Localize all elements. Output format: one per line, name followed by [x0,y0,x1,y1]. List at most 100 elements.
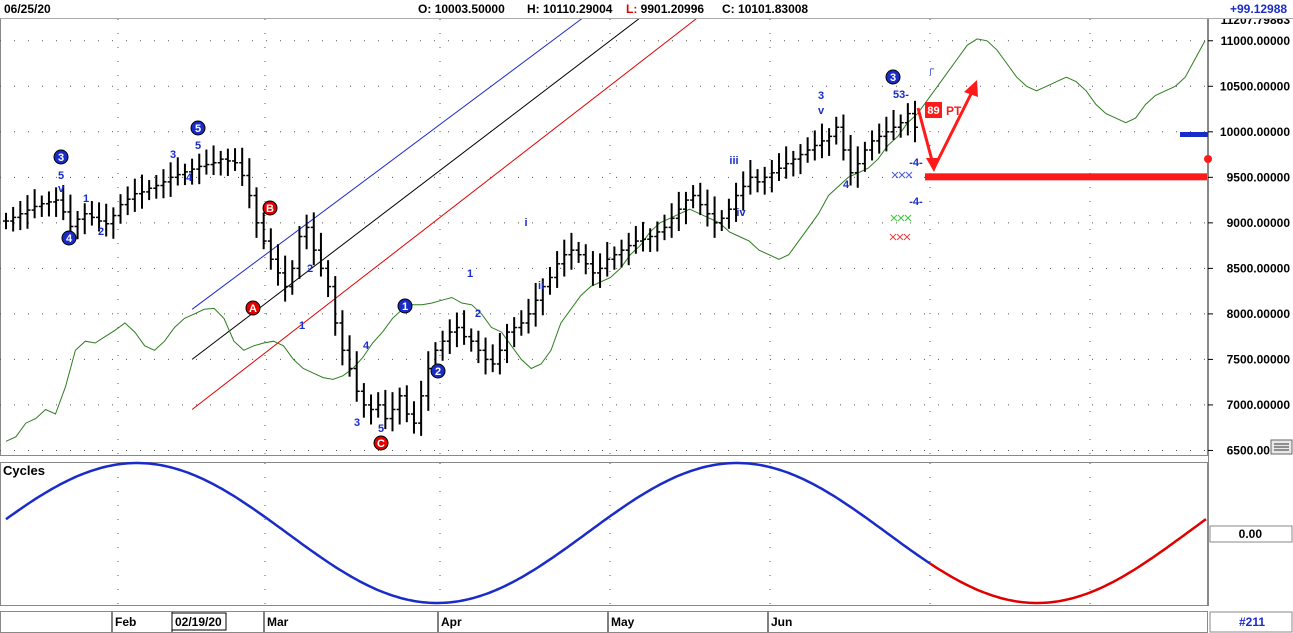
wave-label-text: 4 [186,172,193,184]
wave-label: A [245,300,261,316]
price-bar [818,123,825,159]
target-label: 89 [927,105,939,117]
wave-label-text: 3 [170,149,176,161]
corner-mark: ┌ [927,64,935,75]
price-bar [203,149,210,175]
right-edge-red-marker [1204,155,1212,163]
low-label: L: [626,2,638,16]
price-bar [60,185,67,221]
price-bar [647,228,654,252]
x-mark [898,171,906,179]
price-bar [410,401,417,434]
price-bar [718,210,725,232]
grid-dots [0,19,1207,605]
open-label: O: [418,2,432,16]
price-bar [131,178,138,212]
wave-label: v [818,105,825,117]
price-bar [711,196,718,238]
wave-label: 2 [475,308,481,320]
price-bar [682,191,689,225]
price-bar [625,232,632,266]
price-bar [325,260,332,298]
wave-label-text: v [818,105,825,117]
wave-label: 1 [467,268,473,280]
wave-label-text: 5 [378,423,384,435]
cycles-plot-area [0,462,1208,606]
price-tick-label: 8000.00000 [1227,307,1291,321]
wave-label-text: iv [736,207,746,219]
wave-circle [885,69,901,85]
price-bar [754,169,761,193]
date-tick-label: Feb [115,615,136,629]
price-bar [554,251,561,288]
price-bar [446,319,453,354]
axis-scroll-icon[interactable] [1270,439,1293,455]
price-bar [167,162,174,197]
price-bar [561,239,568,277]
date-axis-labels: Feb 02/19/20 Mar Apr May Jun [111,612,792,632]
price-bar [382,389,389,430]
price-bar [174,157,181,186]
wave-label: iv [736,207,746,219]
wave-label-text: 5 [58,170,64,182]
price-bar [217,150,224,176]
price-bar [883,116,890,152]
x-mark [890,214,898,222]
price-bar [346,335,353,377]
wave-label: 2 [307,263,313,275]
price-bar [575,241,582,263]
price-bar [110,207,117,239]
price-bar [518,310,525,336]
price-bar [869,130,876,161]
wave-label: 3 [354,417,360,429]
wave-label: 1 [299,320,305,332]
wave-label: 4 [363,340,370,352]
price-bar [697,182,704,216]
price-bar [776,153,783,181]
wave-label: 3 [885,69,901,85]
channel-middle [191,17,641,360]
price-bar [833,116,840,145]
indicator-path [5,38,1206,442]
price-bar [461,310,468,345]
wave-label: 4 [843,179,850,191]
price-bar [668,203,675,238]
price-bar [74,211,81,240]
wave-label: 5 [378,423,384,435]
indicator-line [5,38,1206,442]
wave-label-text: 2 [307,263,313,275]
price-bar [597,253,604,288]
target-level-bar [925,173,1207,181]
price-tick-label: 10000.00000 [1220,125,1290,139]
price-bar [138,174,145,209]
right-edge-blue-marker [1180,132,1208,137]
wave-label-text: 1 [402,301,408,313]
price-bar [53,187,60,217]
wave-label: 3 [53,149,69,165]
price-bar [96,202,103,232]
price-bar [210,145,217,176]
price-bar [496,333,503,375]
price-bar [654,221,661,252]
price-bar [196,153,203,185]
price-bar [296,226,303,279]
price-bar [31,189,38,219]
projection-marks: ┌ [889,64,935,241]
regression-channels [191,17,698,410]
date-tick-label: 02/19/20 [175,615,222,629]
price-bar [532,282,539,327]
price-bar [611,246,618,270]
price-bar [310,212,317,266]
price-bar [153,175,160,199]
price-bar [482,337,489,375]
price-tick-label: 7500.00000 [1227,352,1291,366]
price-axis [1208,18,1293,456]
target-arrow-up-head [964,80,978,97]
price-bar [103,203,110,237]
wave-label-text: C [377,438,385,450]
date-tick-label: May [611,615,635,629]
wave-label-text: iii [729,155,738,167]
price-tick-label: 9500.00000 [1227,170,1291,184]
